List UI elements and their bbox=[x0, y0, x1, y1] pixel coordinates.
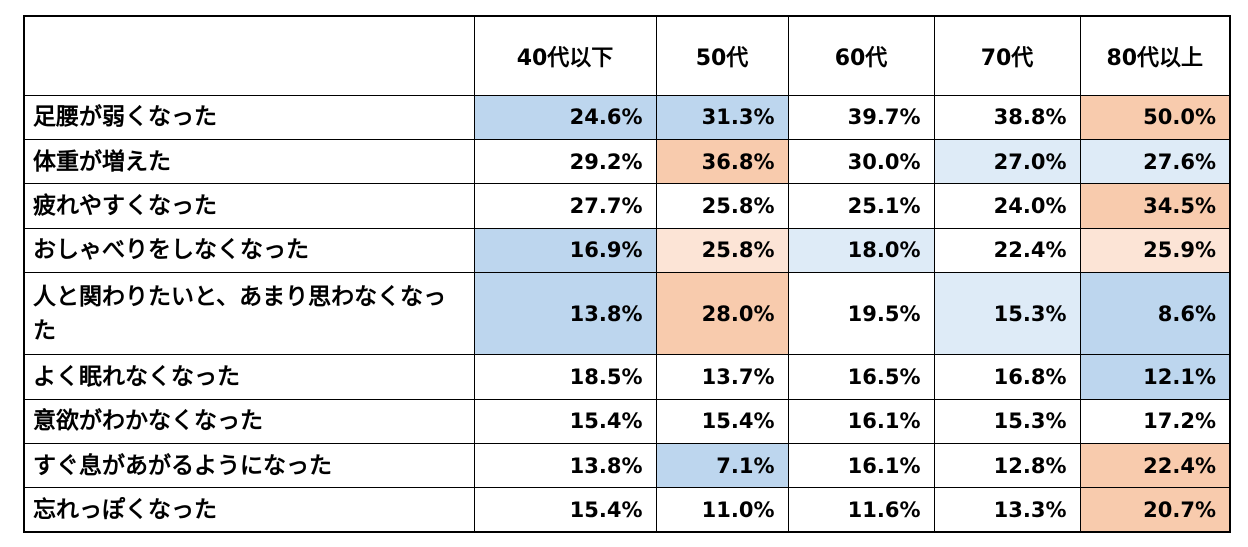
row-label: すぐ息があがるようになった bbox=[23, 442, 475, 489]
table-row: 意欲がわかなくなった 15.4% 15.4% 16.1% 15.3% 17.2% bbox=[23, 398, 1231, 444]
value-cell: 16.9% bbox=[473, 227, 657, 273]
row-label: よく眠れなくなった bbox=[23, 354, 475, 400]
value-cell: 34.5% bbox=[1079, 183, 1231, 229]
header-row: 40代以下 50代 60代 70代 80代以上 bbox=[23, 15, 1231, 96]
value-cell: 25.8% bbox=[655, 183, 789, 229]
table-row: おしゃべりをしなくなった 16.9% 25.8% 18.0% 22.4% 25.9% bbox=[23, 227, 1231, 273]
value-cell: 13.7% bbox=[655, 354, 789, 400]
value-cell: 19.5% bbox=[787, 271, 935, 356]
value-cell: 27.7% bbox=[473, 183, 657, 229]
value-cell: 28.0% bbox=[655, 271, 789, 356]
value-cell: 25.1% bbox=[787, 183, 935, 229]
value-cell: 8.6% bbox=[1079, 271, 1231, 356]
value-cell: 24.6% bbox=[473, 94, 657, 141]
value-cell: 16.1% bbox=[787, 398, 935, 444]
row-label: 意欲がわかなくなった bbox=[23, 398, 475, 444]
value-cell: 11.6% bbox=[787, 487, 935, 533]
table-row: 人と関わりたいと、あまり思わなくなった 13.8% 28.0% 19.5% 15.3% 8… bbox=[23, 271, 1231, 356]
value-cell: 16.1% bbox=[787, 442, 935, 489]
value-cell: 16.8% bbox=[933, 354, 1081, 400]
row-label: 足腰が弱くなった bbox=[23, 94, 475, 141]
value-cell: 38.8% bbox=[933, 94, 1081, 141]
row-label: 体重が増えた bbox=[23, 139, 475, 185]
value-cell: 39.7% bbox=[787, 94, 935, 141]
table-row: よく眠れなくなった 18.5% 13.7% 16.5% 16.8% 12.1% bbox=[23, 354, 1231, 400]
value-cell: 24.0% bbox=[933, 183, 1081, 229]
row-label: 疲れやすくなった bbox=[23, 183, 475, 229]
value-cell: 31.3% bbox=[655, 94, 789, 141]
value-cell: 15.3% bbox=[933, 398, 1081, 444]
value-cell: 22.4% bbox=[933, 227, 1081, 273]
table-row: 足腰が弱くなった 24.6% 31.3% 39.7% 38.8% 50.0% bbox=[23, 94, 1231, 141]
value-cell: 29.2% bbox=[473, 139, 657, 185]
column-header: 60代 bbox=[787, 15, 935, 96]
results-table: 40代以下 50代 60代 70代 80代以上 足腰が弱くなった 24.6% 31.3% 39.… bbox=[23, 15, 1231, 533]
value-cell: 36.8% bbox=[655, 139, 789, 185]
value-cell: 18.0% bbox=[787, 227, 935, 273]
value-cell: 15.4% bbox=[655, 398, 789, 444]
value-cell: 30.0% bbox=[787, 139, 935, 185]
table-row: 体重が増えた 29.2% 36.8% 30.0% 27.0% 27.6% bbox=[23, 139, 1231, 185]
value-cell: 13.3% bbox=[933, 487, 1081, 533]
value-cell: 27.0% bbox=[933, 139, 1081, 185]
value-cell: 15.3% bbox=[933, 271, 1081, 356]
row-label: 忘れっぽくなった bbox=[23, 487, 475, 533]
value-cell: 20.7% bbox=[1079, 487, 1231, 533]
value-cell: 25.9% bbox=[1079, 227, 1231, 273]
value-cell: 17.2% bbox=[1079, 398, 1231, 444]
value-cell: 7.1% bbox=[655, 442, 789, 489]
value-cell: 50.0% bbox=[1079, 94, 1231, 141]
table-row: 忘れっぽくなった 15.4% 11.0% 11.6% 13.3% 20.7% bbox=[23, 487, 1231, 533]
value-cell: 12.1% bbox=[1079, 354, 1231, 400]
column-header: 50代 bbox=[655, 15, 789, 96]
value-cell: 27.6% bbox=[1079, 139, 1231, 185]
column-header: 40代以下 bbox=[473, 15, 657, 96]
value-cell: 13.8% bbox=[473, 271, 657, 356]
value-cell: 13.8% bbox=[473, 442, 657, 489]
corner-cell bbox=[23, 15, 475, 96]
value-cell: 16.5% bbox=[787, 354, 935, 400]
row-label: おしゃべりをしなくなった bbox=[23, 227, 475, 273]
value-cell: 15.4% bbox=[473, 487, 657, 533]
table-row: すぐ息があがるようになった 13.8% 7.1% 16.1% 12.8% 22.4% bbox=[23, 442, 1231, 489]
table-row: 疲れやすくなった 27.7% 25.8% 25.1% 24.0% 34.5% bbox=[23, 183, 1231, 229]
value-cell: 25.8% bbox=[655, 227, 789, 273]
column-header: 80代以上 bbox=[1079, 15, 1231, 96]
value-cell: 15.4% bbox=[473, 398, 657, 444]
value-cell: 12.8% bbox=[933, 442, 1081, 489]
row-label: 人と関わりたいと、あまり思わなくなった bbox=[23, 271, 475, 356]
value-cell: 11.0% bbox=[655, 487, 789, 533]
value-cell: 22.4% bbox=[1079, 442, 1231, 489]
column-header: 70代 bbox=[933, 15, 1081, 96]
value-cell: 18.5% bbox=[473, 354, 657, 400]
